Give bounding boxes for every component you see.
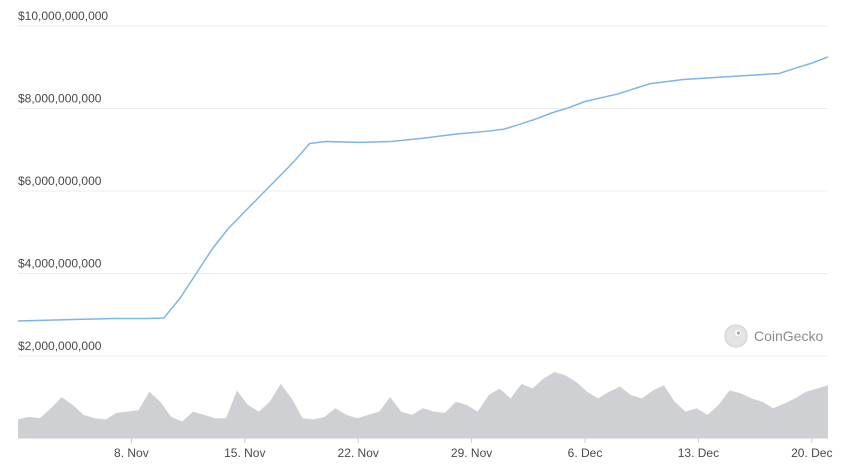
volume-area-path bbox=[18, 372, 828, 438]
x-tick-label: 20. Dec bbox=[791, 446, 832, 460]
coingecko-watermark: CoinGecko bbox=[724, 324, 823, 348]
coingecko-logo-pupil bbox=[737, 331, 740, 335]
y-tick-label: $10,000,000,000 bbox=[18, 9, 108, 23]
volume-area bbox=[18, 372, 828, 438]
gridlines bbox=[18, 25, 828, 357]
market-cap-line bbox=[17, 56, 829, 322]
market-cap-line-path bbox=[17, 56, 829, 322]
x-tick-label: 6. Dec bbox=[568, 446, 603, 460]
x-tick-label: 22. Nov bbox=[338, 446, 379, 460]
y-tick-label: $2,000,000,000 bbox=[18, 339, 102, 353]
x-tick-label: 13. Dec bbox=[678, 446, 719, 460]
x-tick-label: 29. Nov bbox=[451, 446, 492, 460]
y-tick-label: $6,000,000,000 bbox=[18, 174, 102, 188]
x-axis: 8. Nov 15. Nov 22. Nov 29. Nov 6. Dec 13. Dec… bbox=[18, 437, 832, 460]
coingecko-logo-icon bbox=[724, 324, 748, 348]
y-tick-label: $8,000,000,000 bbox=[18, 92, 102, 106]
y-axis: $2,000,000,000 $4,000,000,000 $6,000,000,0… bbox=[18, 9, 108, 353]
y-tick-label: $4,000,000,000 bbox=[18, 257, 102, 271]
watermark-text: CoinGecko bbox=[754, 328, 823, 344]
x-tick-label: 15. Nov bbox=[224, 446, 265, 460]
x-tick-label: 8. Nov bbox=[114, 446, 149, 460]
